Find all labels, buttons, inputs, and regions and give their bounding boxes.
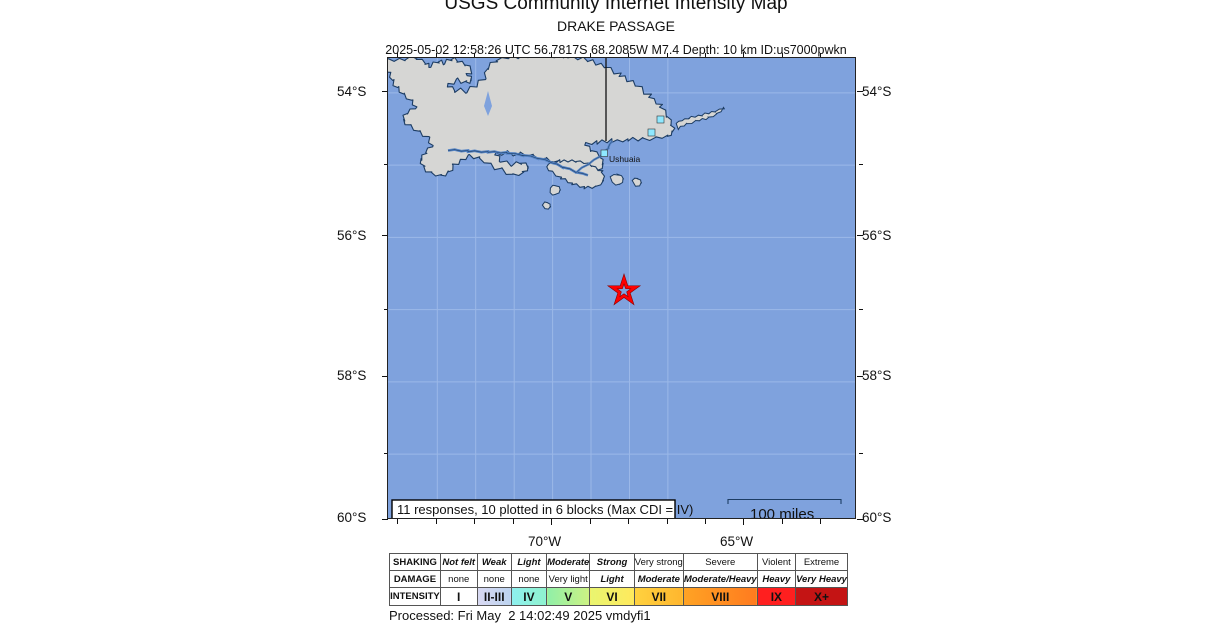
svg-text:Ushuaia: Ushuaia	[609, 154, 640, 164]
svg-text:11 responses, 10 plotted in 6: 11 responses, 10 plotted in 6 blocks (Ma…	[397, 502, 693, 517]
svg-text:100 miles: 100 miles	[750, 506, 814, 519]
